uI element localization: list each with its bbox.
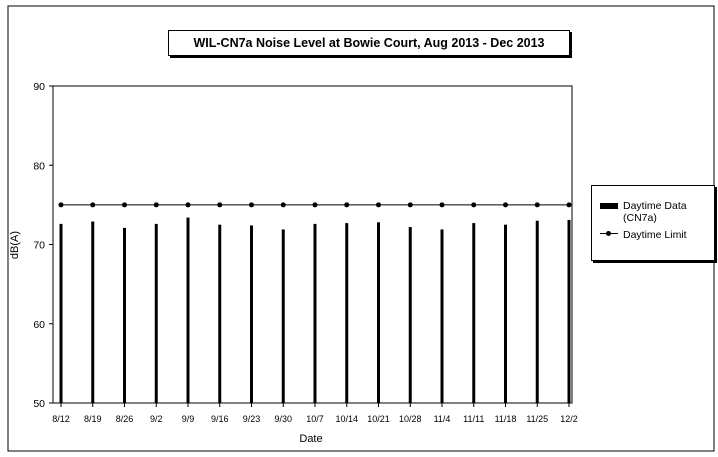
y-tick-label: 70 [33,240,45,252]
bar-daytime-data [91,221,95,403]
legend-swatch-bar [600,203,618,209]
legend-swatch-line [600,229,618,239]
plot-frame [52,85,573,404]
bar-daytime-data [377,222,380,403]
x-tick-label: 9/23 [243,414,261,424]
legend-label-daytime-limit: Daytime Limit [623,229,687,241]
chart-title: WIL-CN7a Noise Level at Bowie Court, Aug… [168,30,570,56]
x-tick-label: 11/11 [463,414,484,424]
y-tick-label: 90 [33,81,45,93]
x-tick-label: 9/9 [182,414,195,424]
x-tick-label: 8/19 [84,414,102,424]
x-tick-label: 10/21 [367,414,390,424]
bar-daytime-data [186,217,190,403]
bar-daytime-data [59,223,63,403]
x-tick-label: 10/28 [399,414,422,424]
y-tick-label: 60 [33,319,45,331]
point-daytime-limit [344,202,350,208]
x-tick-label: 8/26 [116,414,134,424]
point-daytime-limit [90,202,96,208]
point-daytime-limit [122,202,127,208]
x-tick-label: 10/14 [335,414,358,424]
bar-daytime-data [154,223,158,403]
point-daytime-limit [471,202,477,208]
x-tick-label: 11/25 [526,414,548,424]
chart-title-text: WIL-CN7a Noise Level at Bowie Court, Aug… [193,36,545,50]
x-tick-label: 9/16 [211,414,229,424]
y-tick-label: 50 [33,398,45,410]
bar-daytime-data [250,225,253,403]
chart-marks: 50 60 70 80 90 8/12 8/19 8/26 9/2 9/9 9/16 9/23 9/30… [33,81,577,424]
bar-daytime-data [567,219,571,403]
bar-daytime-data [504,224,507,403]
x-tick-label: 9/30 [274,414,292,424]
bar-daytime-data [345,223,349,403]
point-daytime-limit [407,202,413,208]
legend-item-daytime-limit: Daytime Limit [600,229,703,241]
bar-daytime-data [313,223,317,403]
point-daytime-limit [439,202,445,208]
point-daytime-limit [566,202,572,208]
x-tick-label: 11/18 [495,414,517,424]
point-daytime-limit [376,202,381,208]
x-axis-label: Date [299,433,322,445]
legend-label-daytime-data: Daytime Data (CN7a) [623,200,687,224]
x-tick-label: 10/7 [306,414,324,424]
x-tick-label: 8/12 [52,414,70,424]
x-tick-label: 11/4 [434,414,451,424]
bar-daytime-data [281,229,285,403]
point-daytime-limit [503,202,508,208]
bar-daytime-data [218,224,222,403]
point-daytime-limit [185,202,191,208]
point-daytime-limit [534,202,540,208]
point-daytime-limit [249,202,254,208]
legend-item-daytime-data: Daytime Data (CN7a) [600,200,703,224]
legend: Daytime Data (CN7a) Daytime Limit [591,185,715,261]
bar-daytime-data [472,223,476,403]
point-daytime-limit [217,202,223,208]
x-tick-label: 9/2 [150,414,163,424]
bar-daytime-data [535,220,539,403]
y-tick-label: 80 [33,160,45,172]
point-daytime-limit [312,202,318,208]
bar-daytime-data [123,227,126,403]
point-daytime-limit [58,202,64,208]
bar-daytime-data [440,229,444,403]
point-daytime-limit [280,202,286,208]
x-tick-label: 12/2 [560,414,578,424]
y-axis-label: dB(A) [9,231,21,259]
bar-daytime-data [408,227,412,403]
point-daytime-limit [153,202,159,208]
